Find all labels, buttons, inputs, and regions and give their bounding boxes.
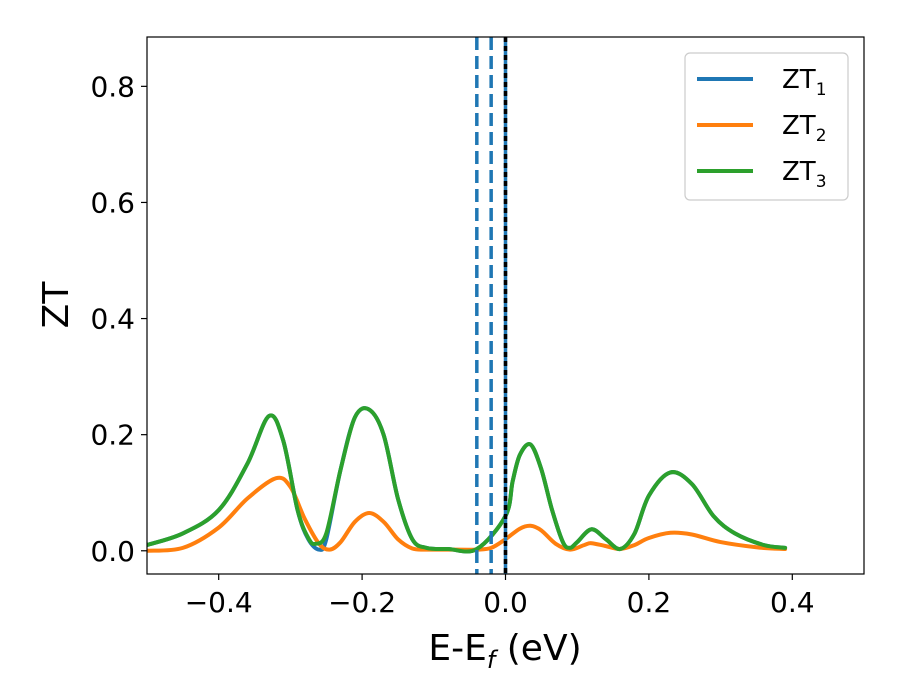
y-tick-label: 0.2 bbox=[90, 419, 135, 452]
legend-box bbox=[684, 52, 849, 201]
y-axis-label: ZT bbox=[36, 281, 77, 329]
x-tick-label: 0.0 bbox=[483, 586, 528, 619]
plot-content bbox=[147, 37, 788, 574]
x-tick-label: 0.2 bbox=[627, 586, 672, 619]
plot-area bbox=[146, 36, 865, 575]
x-axis-label-unit: (eV) bbox=[495, 628, 581, 669]
y-tick-label: 0.6 bbox=[90, 186, 135, 219]
y-tick-label: 0.8 bbox=[90, 70, 135, 103]
legend: ZT1 ZT2 ZT3 bbox=[684, 52, 849, 201]
x-axis-label-main: E-E bbox=[428, 628, 486, 669]
x-axis-label: E-Ef (eV) bbox=[428, 628, 581, 674]
legend-label-zt1: ZT1 bbox=[782, 65, 827, 100]
legend-label-zt3: ZT3 bbox=[782, 157, 827, 192]
series-line-zt2 bbox=[147, 475, 788, 553]
y-tick-label: 0.0 bbox=[90, 535, 135, 568]
ticks: −0.4 −0.2 0.0 0.2 0.4 0.0 0.2 0.4 0.6 0.8 bbox=[90, 70, 814, 619]
y-tick-label: 0.4 bbox=[90, 303, 135, 336]
x-tick-label: 0.4 bbox=[770, 586, 815, 619]
legend-label-zt2: ZT2 bbox=[782, 111, 827, 146]
series-line-zt3 bbox=[147, 406, 788, 554]
x-tick-label: −0.4 bbox=[185, 586, 253, 619]
x-tick-label: −0.2 bbox=[328, 586, 396, 619]
